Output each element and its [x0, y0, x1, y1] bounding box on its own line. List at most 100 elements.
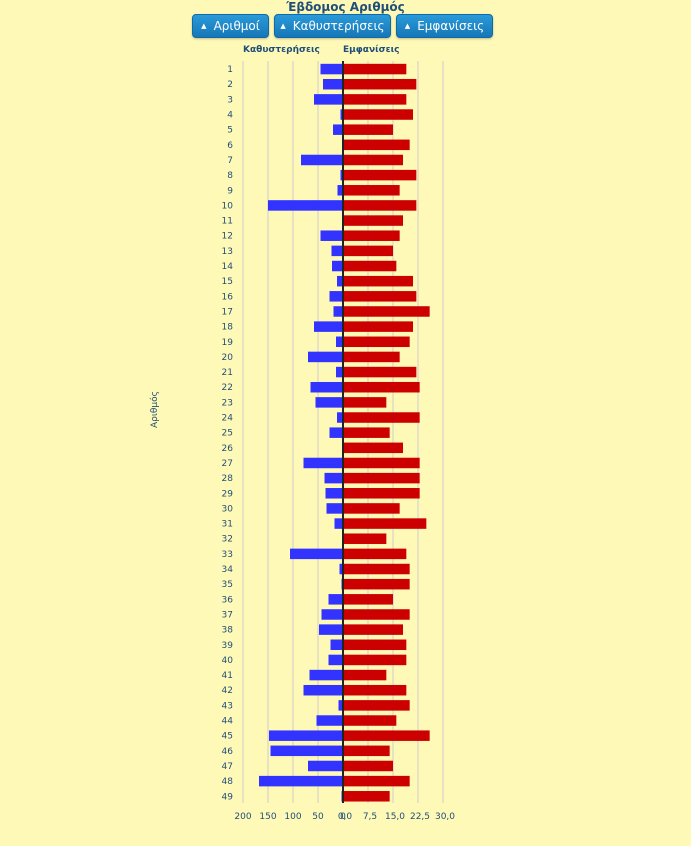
category-label: 15: [222, 277, 233, 287]
appearance-bar: [343, 215, 403, 226]
delay-bar: [316, 715, 343, 726]
left-tick-label: 0: [340, 812, 346, 822]
category-label: 30: [222, 504, 234, 514]
delay-bar: [268, 200, 343, 211]
category-label: 43: [222, 701, 233, 711]
right-tick-label: 15,0: [385, 812, 405, 822]
delay-bar: [320, 230, 343, 241]
category-label: 37: [222, 610, 233, 620]
appearance-bar: [343, 275, 413, 287]
delay-bar: [314, 321, 343, 332]
category-label: 24: [222, 414, 234, 424]
right-tick-label: 22,5: [410, 812, 430, 822]
delay-bar: [338, 700, 343, 711]
sort-delays-button[interactable]: ▲︎ Καθυστερήσεις: [274, 14, 391, 38]
appearance-bar: [343, 200, 417, 211]
delay-bar: [321, 609, 343, 620]
appearance-bar: [343, 109, 413, 120]
sort-appearances-button[interactable]: ▲︎ Εμφανίσεις: [396, 14, 493, 38]
appearance-bar: [343, 139, 410, 151]
appearance-bar: [343, 488, 420, 499]
appearance-bar: [343, 63, 407, 75]
appearance-bar: [343, 427, 390, 438]
appearance-bar: [343, 457, 420, 469]
delay-bar: [303, 684, 343, 696]
category-label: 8: [227, 171, 233, 181]
category-label: 27: [222, 459, 233, 469]
appearance-bar: [343, 321, 413, 332]
delay-bar: [259, 775, 343, 787]
appearance-bar: [343, 94, 407, 105]
delay-bar: [308, 760, 343, 772]
appearance-bar: [343, 260, 397, 272]
category-label: 11: [222, 217, 233, 227]
appearance-bar: [343, 472, 420, 484]
category-label: 36: [222, 595, 234, 605]
delay-bar: [290, 548, 343, 560]
category-label: 29: [222, 489, 234, 499]
category-label: 19: [222, 338, 234, 348]
appearance-bar: [343, 336, 410, 348]
appearance-bar: [343, 745, 390, 757]
delay-bar: [310, 381, 343, 393]
left-tick-label: 200: [234, 812, 251, 822]
delay-bar: [339, 563, 343, 575]
delay-bar: [329, 427, 343, 438]
delay-bar: [337, 275, 343, 287]
category-label: 16: [222, 292, 234, 302]
delay-bar: [330, 639, 343, 651]
category-label: 4: [227, 111, 233, 121]
category-label: 49: [222, 792, 234, 802]
delay-bar: [324, 472, 343, 484]
appearance-bar: [343, 669, 387, 681]
category-label: 9: [227, 186, 233, 196]
appearance-bar: [343, 684, 407, 696]
right-tick-label: 30,0: [435, 812, 455, 822]
category-label: 23: [222, 398, 233, 408]
category-label: 47: [222, 762, 233, 772]
appearance-bar: [343, 412, 420, 423]
appearance-bar: [343, 609, 410, 620]
appearances-header: Εμφανίσεις: [343, 45, 400, 55]
delay-bar: [336, 336, 343, 348]
appearance-bar: [343, 730, 430, 741]
right-tick-label: 7,5: [363, 812, 377, 822]
appearance-bar: [343, 775, 410, 787]
delay-bar: [320, 63, 343, 75]
appearance-bar: [343, 639, 407, 651]
sort-icon: ▲︎: [280, 22, 286, 30]
appearance-bar: [343, 563, 410, 575]
delay-bar: [315, 397, 343, 408]
category-label: 42: [222, 686, 233, 696]
delay-bar: [336, 366, 343, 378]
category-label: 25: [222, 429, 233, 439]
category-label: 38: [222, 626, 234, 636]
category-label: 48: [222, 777, 234, 787]
delay-bar: [319, 624, 343, 635]
left-tick-label: 50: [312, 812, 324, 822]
appearance-bar: [343, 760, 393, 772]
category-label: 14: [222, 262, 234, 272]
delay-bar: [340, 169, 343, 181]
category-label: 17: [222, 307, 233, 317]
delay-bar: [329, 291, 343, 302]
category-label: 32: [222, 535, 233, 545]
category-label: 28: [222, 474, 234, 484]
delay-bar: [333, 306, 343, 317]
category-label: 45: [222, 732, 233, 742]
left-tick-label: 100: [284, 812, 301, 822]
category-label: 26: [222, 444, 234, 454]
appearance-bar: [343, 169, 417, 181]
category-label: 1: [227, 65, 233, 75]
sort-asc-icon: ▲: [201, 22, 207, 30]
sort-numbers-button[interactable]: ▲ Αριθμοί: [192, 14, 269, 38]
category-label: 2: [227, 80, 233, 90]
category-label: 13: [222, 247, 233, 257]
delay-bar: [326, 503, 343, 514]
delay-bar: [270, 745, 343, 757]
delay-bar: [340, 109, 343, 120]
appearance-bar: [343, 654, 407, 666]
delay-bar: [308, 351, 343, 363]
delay-bar: [301, 154, 343, 166]
category-label: 20: [222, 353, 234, 363]
